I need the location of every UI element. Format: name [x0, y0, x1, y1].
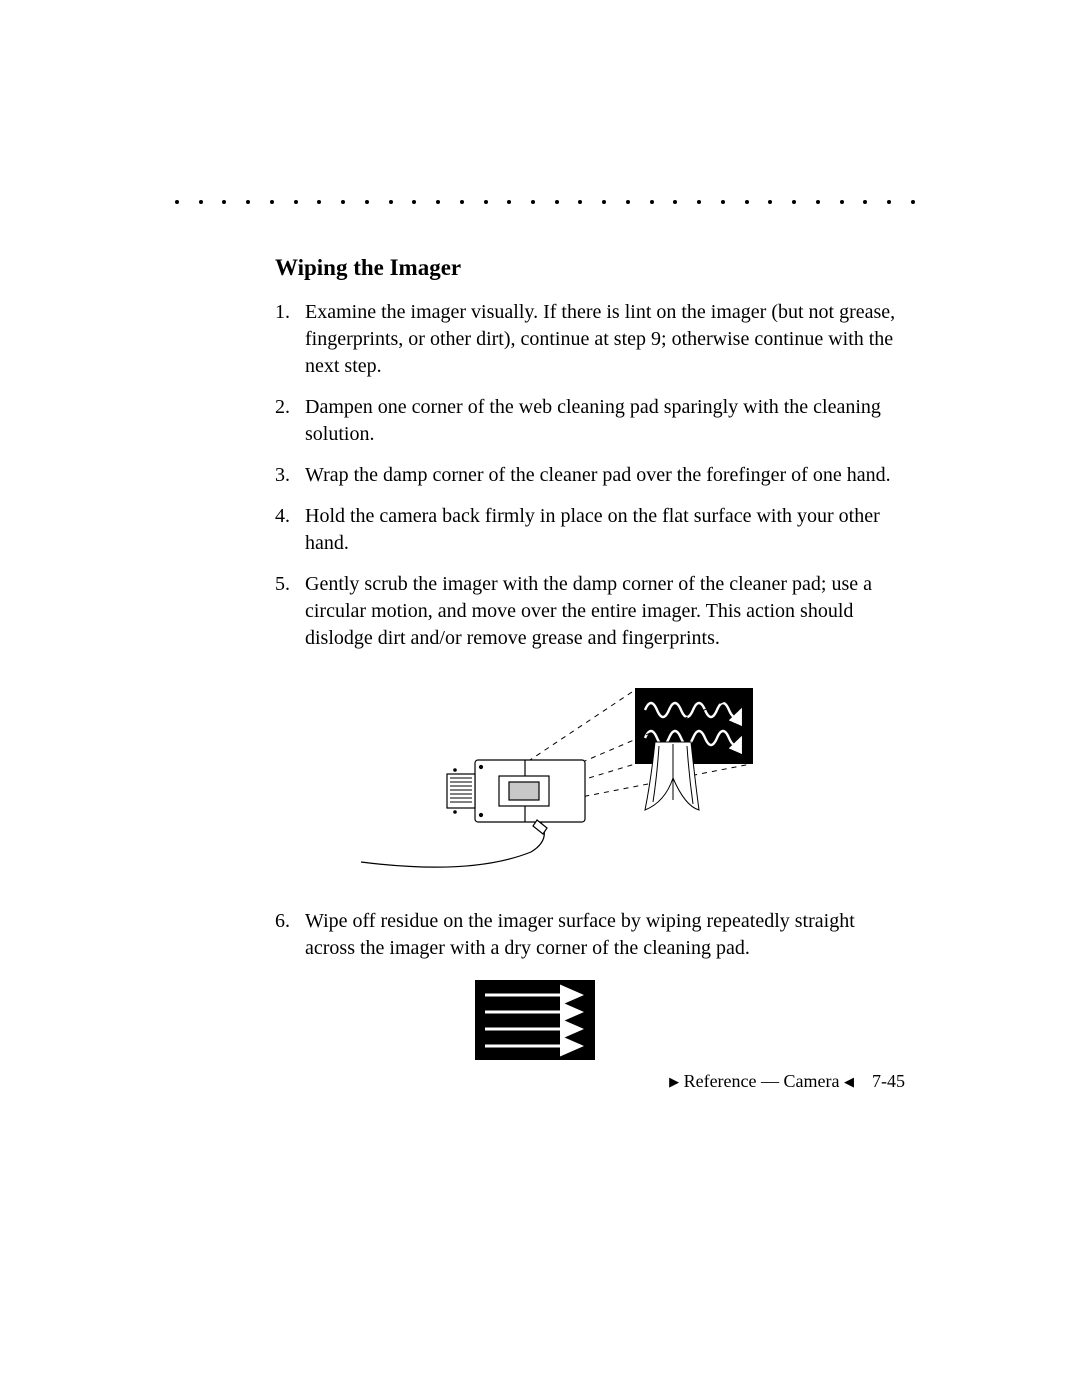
dot-icon: [911, 200, 915, 204]
step-item: Hold the camera back firmly in place on …: [275, 503, 905, 557]
dot-icon: [460, 200, 464, 204]
dot-icon: [863, 200, 867, 204]
dot-icon: [507, 200, 511, 204]
dot-icon: [531, 200, 535, 204]
page-footer: ▶ Reference — Camera ◀ 7-45: [669, 1071, 905, 1092]
dot-icon: [697, 200, 701, 204]
dot-icon: [602, 200, 606, 204]
triangle-right-icon: ▶: [669, 1074, 679, 1089]
dot-icon: [246, 200, 250, 204]
step-item: Dampen one corner of the web cleaning pa…: [275, 394, 905, 448]
figure-circular-wipe: [275, 680, 905, 880]
dot-icon: [341, 200, 345, 204]
dot-icon: [199, 200, 203, 204]
dot-icon: [294, 200, 298, 204]
dot-icon: [578, 200, 582, 204]
dot-icon: [745, 200, 749, 204]
step-item: Wrap the damp corner of the cleaner pad …: [275, 462, 905, 489]
dot-icon: [626, 200, 630, 204]
dot-icon: [840, 200, 844, 204]
dot-icon: [768, 200, 772, 204]
dot-icon: [816, 200, 820, 204]
section-heading: Wiping the Imager: [275, 255, 905, 281]
dot-icon: [270, 200, 274, 204]
triangle-left-icon: ◀: [844, 1074, 854, 1089]
dot-icon: [792, 200, 796, 204]
step-item: Gently scrub the imager with the damp co…: [275, 571, 905, 652]
dot-icon: [389, 200, 393, 204]
dotted-rule: [175, 200, 915, 204]
dot-icon: [175, 200, 179, 204]
dot-icon: [721, 200, 725, 204]
dot-icon: [365, 200, 369, 204]
dot-icon: [555, 200, 559, 204]
content-column: Wiping the Imager Examine the imager vis…: [275, 255, 905, 1088]
steps-list-top: Examine the imager visually. If there is…: [275, 299, 905, 652]
page: Wiping the Imager Examine the imager vis…: [0, 0, 1080, 1397]
step-item: Wipe off residue on the imager surface b…: [275, 908, 905, 962]
dot-icon: [673, 200, 677, 204]
step-item: Examine the imager visually. If there is…: [275, 299, 905, 380]
dot-icon: [436, 200, 440, 204]
dot-icon: [317, 200, 321, 204]
dot-icon: [887, 200, 891, 204]
footer-text: Reference — Camera: [684, 1071, 840, 1091]
page-number: 7-45: [872, 1071, 905, 1091]
dot-icon: [650, 200, 654, 204]
dot-icon: [484, 200, 488, 204]
dot-icon: [222, 200, 226, 204]
steps-list-bottom: Wipe off residue on the imager surface b…: [275, 908, 905, 962]
dot-icon: [412, 200, 416, 204]
figure-straight-wipe: [275, 980, 905, 1060]
